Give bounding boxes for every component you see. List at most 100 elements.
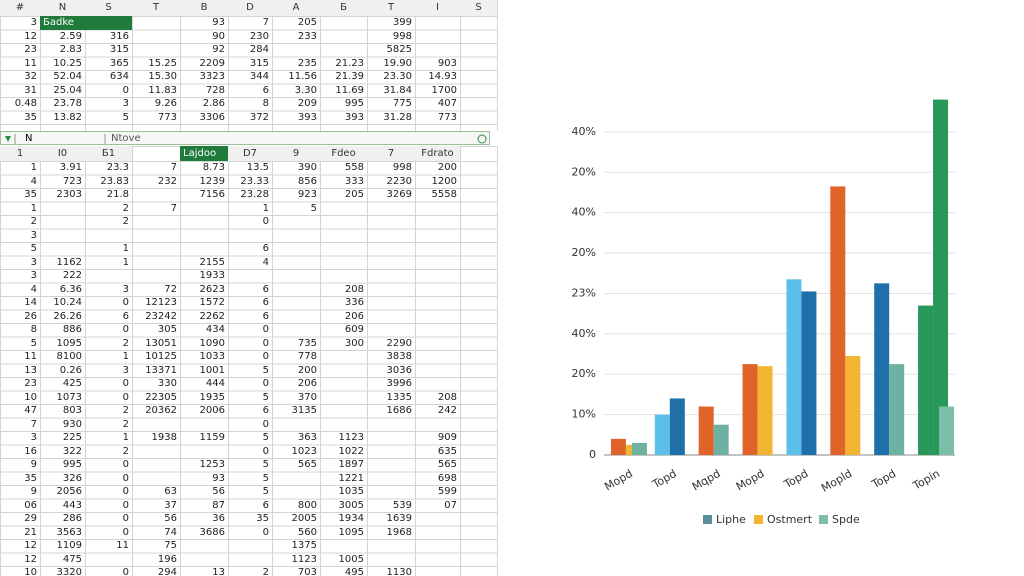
cell[interactable]: 92 [212,44,225,55]
cell[interactable]: 9.26 [154,98,177,109]
cell[interactable]: 10.24 [53,297,82,308]
cell[interactable]: 5 [262,364,269,376]
cell[interactable]: 5 [30,337,37,349]
cell[interactable]: 23.28 [240,189,269,200]
cell[interactable]: 4 [30,283,37,295]
cell[interactable]: 2.86 [202,98,225,109]
cell[interactable]: 634 [109,71,129,82]
cell[interactable]: 560 [297,526,317,538]
cell[interactable]: 11.69 [335,84,364,96]
column-header[interactable]: D [228,0,272,16]
cell[interactable]: Бadke [40,16,132,30]
cell[interactable]: 12123 [145,297,177,308]
cell[interactable]: 23.3 [106,162,129,173]
cell[interactable]: 3 [30,270,37,281]
cell[interactable]: 344 [249,71,269,82]
cell[interactable]: 10125 [145,351,177,362]
cell[interactable]: 23.83 [100,175,129,187]
cell[interactable]: 07 [444,499,457,511]
cell[interactable]: 565 [297,459,317,470]
cell[interactable]: 3320 [56,567,82,576]
cell[interactable]: 3 [30,256,37,268]
cell[interactable]: 209 [297,98,317,109]
cell[interactable]: 284 [249,44,269,55]
cell[interactable]: 20362 [145,405,177,416]
cell[interactable]: 196 [157,553,177,565]
column-header[interactable]: 7 [367,146,415,161]
cell[interactable]: 12 [24,540,37,551]
cell[interactable]: 35 [24,111,37,123]
cell[interactable]: 2 [122,216,129,227]
cell[interactable]: 0 [122,513,129,524]
cell[interactable]: 5 [122,111,129,123]
cell[interactable]: 393 [344,111,364,123]
cell[interactable]: 205 [344,189,364,200]
column-header[interactable]: T [367,0,415,16]
cell[interactable]: 7 [170,162,177,173]
cell[interactable]: 778 [297,351,317,362]
cell[interactable]: 2 [30,216,37,227]
cell[interactable]: 3323 [199,71,225,82]
column-header[interactable]: S [85,0,132,16]
cell[interactable]: 1968 [386,526,412,538]
cell[interactable]: 372 [249,111,269,123]
cell[interactable]: 930 [62,418,82,430]
cell[interactable]: 330 [157,378,177,389]
column-header[interactable]: 9 [272,146,320,161]
cell[interactable]: 56 [212,486,225,497]
cell[interactable]: 723 [62,175,82,187]
cell[interactable]: 558 [344,162,364,173]
cell[interactable]: 0.26 [59,364,82,376]
cell[interactable]: 8 [30,324,37,335]
cell[interactable]: 74 [164,526,177,538]
cell[interactable]: 1023 [291,445,317,457]
cell[interactable]: 6 [262,243,269,254]
cell[interactable]: 11.56 [288,71,317,82]
cell[interactable]: 26.26 [53,310,82,322]
cell[interactable]: 36 [212,513,225,524]
cell[interactable]: 1109 [56,540,82,551]
cell[interactable]: 1022 [338,445,364,457]
cell[interactable]: 232 [157,175,177,187]
cell[interactable]: 0 [122,459,129,470]
cell[interactable]: 1001 [199,364,225,376]
cell[interactable]: 2 [122,337,129,349]
cell[interactable]: 0 [122,324,129,335]
cell[interactable]: 9 [30,459,37,470]
cell[interactable]: 903 [437,57,457,69]
cell[interactable]: 5 [30,243,37,254]
cell[interactable]: 13 [24,364,37,376]
cell[interactable]: 0 [122,499,129,511]
cell[interactable]: 3838 [386,351,412,362]
cell[interactable]: 3 [30,17,37,28]
cell[interactable]: 315 [109,44,129,55]
cell[interactable]: 13.5 [246,162,269,173]
column-header[interactable]: 1 [0,146,40,161]
cell[interactable]: 21 [24,526,37,538]
cell[interactable]: 5 [262,391,269,403]
cell[interactable]: 5825 [386,44,412,55]
cell[interactable]: 2005 [291,513,317,524]
column-header[interactable]: B [180,0,228,16]
cell[interactable]: 25.04 [53,84,82,96]
cell[interactable]: 6 [262,297,269,308]
cell[interactable]: 2155 [199,256,225,268]
cell[interactable]: 23 [24,378,37,389]
column-header[interactable]: I0 [40,146,85,161]
cell[interactable]: 3005 [338,499,364,511]
cell[interactable]: 425 [62,378,82,389]
cell[interactable]: 233 [297,30,317,42]
cell[interactable]: 1 [30,162,37,173]
cell[interactable]: 1239 [199,175,225,187]
column-header[interactable]: A [272,0,320,16]
cell[interactable]: 56 [164,513,177,524]
cell[interactable]: 32 [24,71,37,82]
cell[interactable]: 0 [122,526,129,538]
cell[interactable]: 315 [249,57,269,69]
cell[interactable]: 1934 [338,513,364,524]
cell[interactable]: 225 [62,432,82,443]
cell[interactable]: 1 [122,256,129,268]
cell[interactable]: 539 [392,499,412,511]
cell[interactable]: 21.39 [335,71,364,82]
cell[interactable]: 22305 [145,391,177,403]
